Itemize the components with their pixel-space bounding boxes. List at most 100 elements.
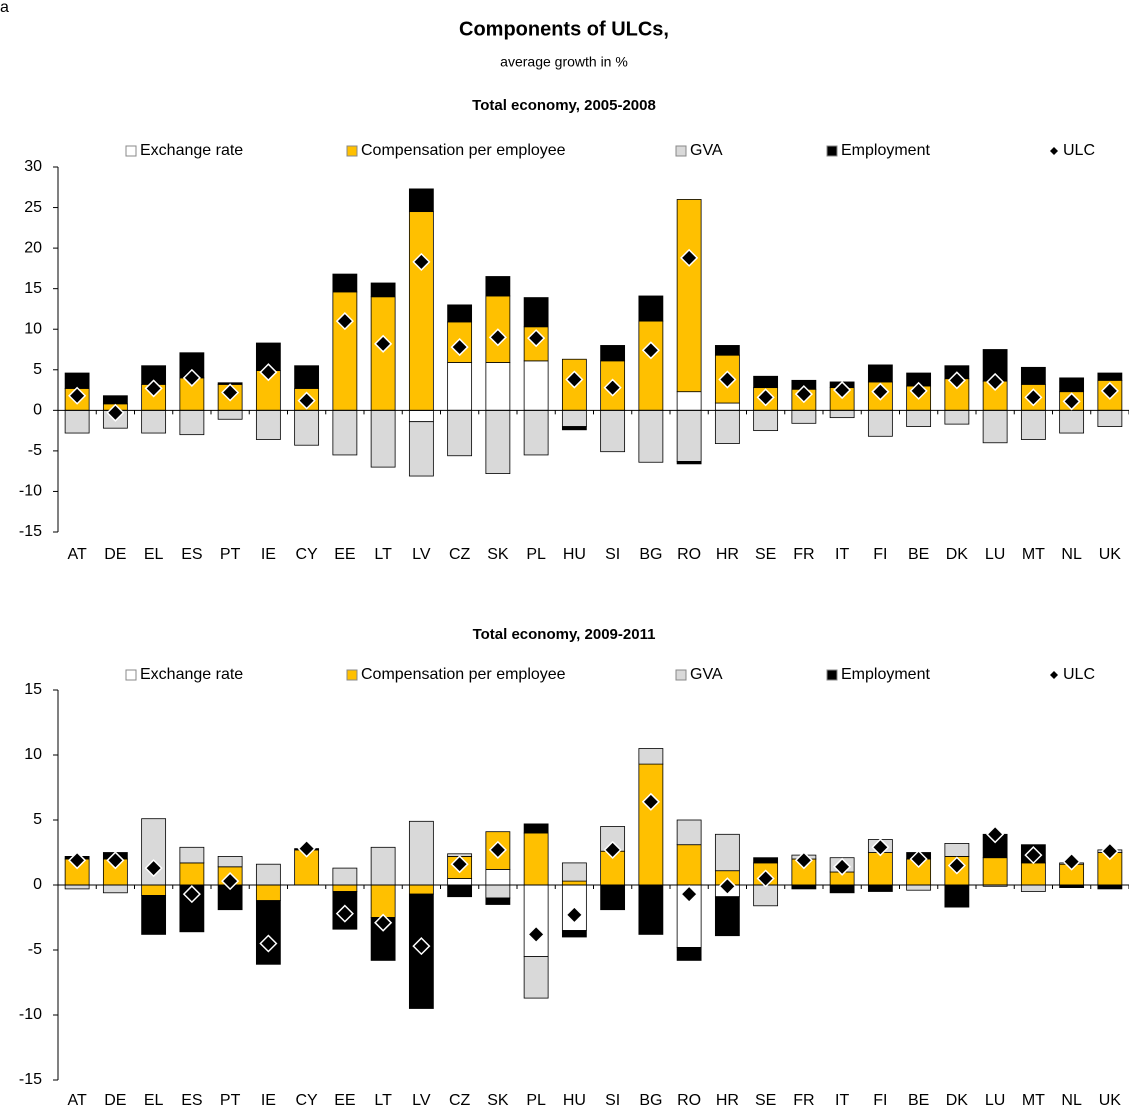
legend-label: GVA [690,142,723,159]
ulc-marker [527,329,546,348]
bar [944,843,970,857]
x-tick-label: LT [374,546,392,563]
ulc-marker [144,379,163,398]
ulc-marker [221,872,240,891]
x-tick-label: DE [104,1092,126,1109]
ulc-marker [603,840,622,859]
bar [179,409,205,436]
y-tick-label: 30 [24,158,42,175]
bar [676,461,702,465]
y-tick-label: 15 [24,681,42,698]
ulc-marker [297,391,316,410]
x-tick-label: PT [220,1092,241,1109]
bar [408,421,434,477]
bar [676,199,702,393]
bar [753,375,779,389]
bar [523,823,549,834]
x-tick-label: BG [639,546,662,563]
ulc-marker [335,904,354,923]
x-tick-label: LV [412,1092,431,1109]
bar [982,409,1008,444]
bar [408,820,434,886]
bar [1020,409,1046,440]
bar [714,409,740,444]
ulc-marker [718,370,737,389]
bar [447,304,473,323]
x-tick-label: BG [639,1092,662,1109]
bar [141,884,167,896]
x-tick-label: SE [755,1092,776,1109]
bar [332,867,358,886]
ulc-marker [680,885,699,904]
bar [179,862,205,886]
x-tick-label: CY [296,546,319,563]
bar [408,884,434,895]
x-tick-label: DK [946,1092,969,1109]
bar [1097,884,1123,890]
bar [753,857,779,864]
ulc-marker [450,338,469,357]
bar [485,897,511,905]
y-tick-label: 15 [24,280,42,297]
ulc-marker [871,382,890,401]
bar [370,884,396,918]
bar [332,409,358,456]
bar [1097,409,1123,427]
y-tick-label: 10 [24,746,42,763]
ulc-marker [488,328,507,347]
ulc-marker [986,825,1005,844]
legend-marker [826,145,838,157]
bar [638,748,664,765]
x-tick-label: DE [104,546,126,563]
legend-marker [1050,671,1058,679]
x-tick-label: PT [220,546,241,563]
ulc-marker [374,334,393,353]
bar [64,372,90,389]
bar [714,345,740,356]
x-tick-label: EE [334,546,355,563]
y-tick-label: -10 [19,483,42,500]
bar [1059,377,1085,393]
ulc-marker [565,370,584,389]
bar [829,884,855,894]
x-tick-label: HU [563,1092,586,1109]
legend-marker [826,669,838,681]
ulc-marker [412,252,431,271]
bar [447,884,473,898]
x-tick-label: BE [908,1092,929,1109]
y-tick-label: -15 [19,523,42,540]
y-tick-label: 20 [24,239,42,256]
ulc-marker [1024,388,1043,407]
legend-label: Employment [841,142,930,159]
ulc-marker [833,380,852,400]
bar [561,409,587,427]
x-tick-label: FI [873,1092,887,1109]
bar [600,409,626,453]
bar [791,884,817,890]
legend-marker [125,145,137,157]
x-tick-label: AT [67,546,86,563]
ulc-marker [794,385,813,404]
bar [179,846,205,864]
bar [638,763,664,886]
ulc-marker [106,851,125,870]
x-tick-label: HU [563,546,586,563]
bar [676,844,702,886]
panel-title: Total economy, 2005-2008 [472,97,656,114]
bar [676,819,702,846]
x-tick-label: CZ [449,1092,471,1109]
legend-label: Exchange rate [140,142,243,159]
ulc-marker [450,855,469,874]
bar [638,320,664,411]
bar [791,409,817,424]
x-tick-label: UK [1099,1092,1122,1109]
ulc-marker [106,403,125,422]
bar [753,884,779,907]
bar [676,391,702,411]
legend-marker [675,145,687,157]
bar [485,276,511,297]
x-tick-label: SK [487,1092,509,1109]
legend-label: ULC [1063,666,1095,683]
y-tick-label: 25 [24,199,42,216]
